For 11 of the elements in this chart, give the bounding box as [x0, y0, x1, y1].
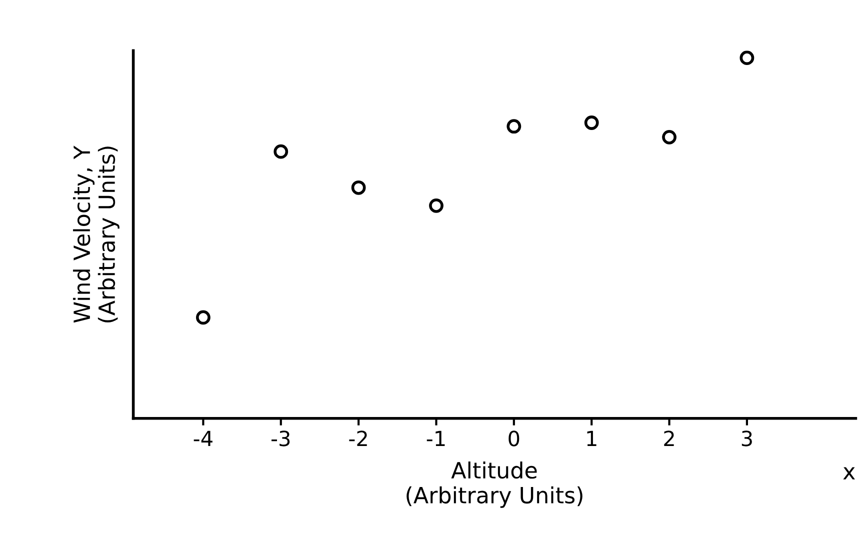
x-tick-label: -4 — [194, 430, 212, 446]
x-tick-label: 2 — [664, 430, 674, 446]
x-tick-label: 3 — [742, 430, 752, 446]
x-tick-label: -2 — [349, 430, 367, 446]
x-tick-label: 1 — [587, 430, 596, 446]
x-tick-label: -1 — [426, 430, 445, 446]
x-axis-title: Altitude (Arbitrary Units) — [406, 461, 582, 508]
x-tick-label: 0 — [508, 430, 520, 446]
y-axis-title: Wind Velocity, Y (Arbitrary Units) — [73, 146, 120, 323]
text: x — [843, 467, 855, 480]
x-tick-label: -3 — [272, 430, 290, 446]
